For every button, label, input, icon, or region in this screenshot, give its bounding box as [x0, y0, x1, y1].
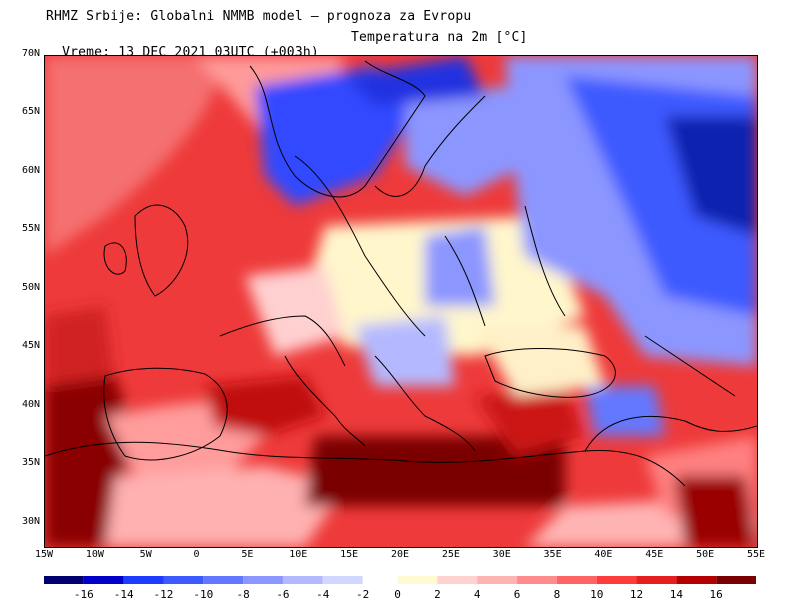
lat-label-65N: 65N	[21, 106, 40, 118]
lon-label-25E: 25E	[441, 549, 460, 560]
colorbar-tick-label: 14	[669, 588, 683, 601]
colorbar-tick-label: 10	[590, 588, 604, 601]
lon-label-50E: 50E	[696, 549, 715, 560]
colorbar-tick-label: -12	[153, 588, 174, 601]
colorbar-swatch	[83, 576, 124, 584]
lon-label-20E: 20E	[390, 549, 410, 560]
lon-label-10W: 10W	[85, 549, 104, 560]
colorbar-swatch	[203, 576, 244, 584]
colorbar-tick-label: 12	[629, 588, 644, 601]
lon-label-5W: 5W	[139, 549, 152, 560]
lon-label-55E: 55E	[746, 549, 766, 560]
lon-label-15E: 15E	[340, 549, 359, 560]
lon-label-40E: 40E	[594, 549, 613, 560]
lat-label-30N: 30N	[21, 515, 40, 527]
colorbar-tick-label: -8	[236, 588, 250, 601]
colorbar	[44, 576, 756, 584]
colorbar-swatch	[163, 576, 204, 584]
colorbar-swatch	[322, 576, 363, 584]
colorbar-swatch	[556, 576, 597, 584]
colorbar-tick-label: 0	[394, 588, 401, 601]
colorbar-tick-label: 4	[473, 588, 481, 601]
lon-label-0: 0	[193, 549, 200, 560]
lon-label-15W: 15W	[34, 549, 54, 560]
temperature-map	[44, 55, 758, 548]
colorbar-tick-label: -10	[193, 588, 214, 601]
lat-label-35N: 35N	[21, 457, 40, 469]
colorbar-swatch	[716, 576, 756, 584]
colorbar-swatch	[676, 576, 717, 584]
lon-label-45E: 45E	[645, 549, 664, 560]
colorbar-swatch	[397, 576, 438, 584]
colorbar-tick-label: -4	[316, 588, 330, 601]
colorbar-tick-label: 2	[434, 588, 441, 601]
lat-label-50N: 50N	[21, 281, 40, 293]
lon-label-35E: 35E	[543, 549, 562, 560]
colorbar-tick-label: 16	[709, 588, 723, 601]
lat-label-55N: 55N	[21, 223, 40, 235]
lon-label-30E: 30E	[492, 549, 511, 560]
lat-label-70N: 70N	[21, 48, 40, 59]
colorbar-swatch	[596, 576, 637, 584]
lat-label-45N: 45N	[21, 340, 40, 352]
colorbar-tick-label: -2	[355, 588, 370, 601]
colorbar-swatch	[477, 576, 518, 584]
colorbar-swatch	[44, 576, 84, 584]
colorbar-swatch	[437, 576, 478, 584]
colorbar-tick-label: -14	[113, 588, 134, 601]
colorbar-tick-label: -16	[73, 588, 94, 601]
colorbar-swatch	[123, 576, 164, 584]
lat-label-60N: 60N	[21, 164, 40, 176]
colorbar-tick-label: -6	[276, 588, 290, 601]
lat-label-40N: 40N	[21, 398, 40, 410]
colorbar-tick-label: 8	[553, 588, 561, 601]
map-title: RHMZ Srbije: Globalni NMMB model — progn…	[46, 9, 472, 24]
colorbar-swatch	[243, 576, 283, 584]
colorbar-swatch	[517, 576, 557, 584]
variable-label: Temperatura na 2m [°C]	[351, 30, 528, 45]
lon-label-10E: 10E	[289, 549, 308, 560]
colorbar-tick-label: 6	[513, 588, 521, 601]
lon-label-5E: 5E	[241, 549, 254, 560]
colorbar-swatch	[282, 576, 323, 584]
colorbar-swatch	[636, 576, 677, 584]
